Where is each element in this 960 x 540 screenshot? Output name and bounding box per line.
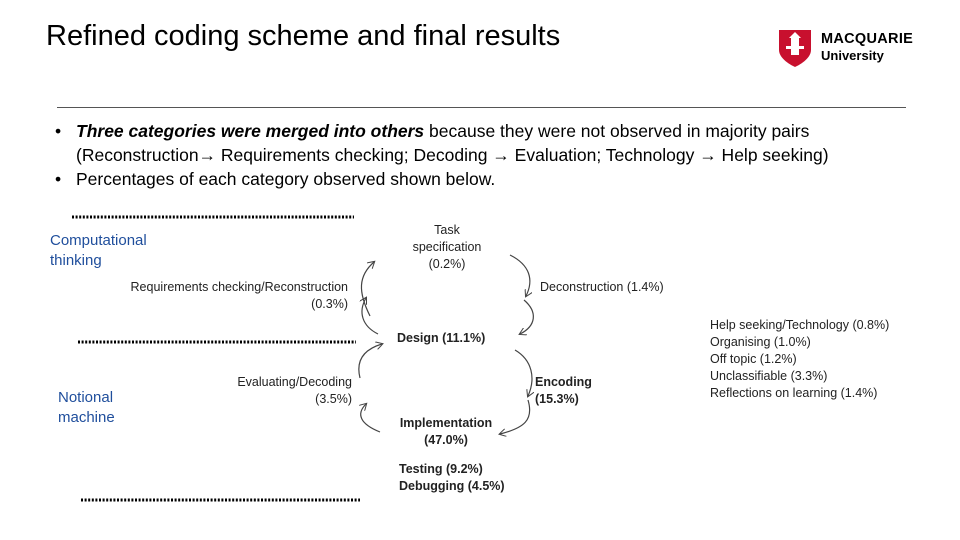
- logo-text-university: University: [821, 48, 884, 63]
- other-category-item: Unclassifiable (3.3%): [710, 369, 828, 383]
- other-categories-list: Help seeking/Technology (0.8%) Organisin…: [710, 317, 889, 402]
- logo-text-macquarie: MACQUARIE: [821, 31, 914, 47]
- arrow-task-to-deconstruction: [509, 254, 530, 296]
- notional-machine-label: Notional machine: [58, 389, 115, 426]
- node-deconstruction: Deconstruction (1.4%): [540, 280, 664, 294]
- bullet-dot-icon: •: [55, 169, 62, 189]
- page-title: Refined coding scheme and final results: [46, 20, 561, 52]
- arrow-evaluating-to-design: [358, 344, 382, 379]
- node-testing-debugging: Testing (9.2%) Debugging (4.5%): [399, 461, 505, 495]
- arrow-encoding-to-implementation: [500, 399, 531, 434]
- node-task-specification: Task specification (0.2%): [412, 223, 482, 271]
- bullet-emphasis: Three categories were merged into others: [76, 121, 425, 141]
- bullet-list: • Three categories were merged into othe…: [55, 119, 950, 191]
- computational-thinking-label: Computational thinking: [50, 232, 147, 269]
- other-category-item: Off topic (1.2%): [710, 352, 797, 366]
- arrow-design-to-requirements: [362, 298, 379, 335]
- other-category-item: Reflections on learning (1.4%): [710, 386, 878, 400]
- bullet-text-continued: (Reconstruction→ Requirements checking; …: [76, 145, 829, 165]
- bullet-dot-icon: •: [55, 121, 62, 141]
- node-debugging: Debugging (4.5%): [399, 479, 505, 493]
- arrow-design-to-encoding: [514, 349, 532, 396]
- node-requirements-checking: Requirements checking/Reconstruction (0.…: [130, 280, 348, 311]
- node-encoding: Encoding (15.3%): [535, 375, 592, 406]
- node-implementation: Implementation (47.0%): [399, 416, 493, 447]
- macquarie-logo: MACQUARIE University: [777, 28, 917, 70]
- university-crest-icon: [779, 30, 811, 67]
- node-testing: Testing (9.2%): [399, 462, 483, 476]
- arrow-implementation-to-evaluating: [361, 404, 381, 433]
- bullet-text: because they were not observed in majori…: [424, 121, 810, 141]
- arrow-requirements-to-task: [360, 262, 374, 317]
- other-category-item: Help seeking/Technology (0.8%): [710, 318, 890, 332]
- bullet-item: • Three categories were merged into othe…: [55, 119, 950, 167]
- arrow-deconstruction-to-design: [520, 299, 534, 334]
- bullet-item: • Percentages of each category observed …: [55, 167, 950, 191]
- node-design: Design (11.1%): [397, 331, 486, 345]
- other-category-item: Organising (1.0%): [710, 335, 811, 349]
- bullet-text: Percentages of each category observed sh…: [76, 169, 496, 189]
- title-divider: [57, 107, 906, 108]
- node-evaluating-decoding: Evaluating/Decoding (3.5%): [237, 375, 352, 406]
